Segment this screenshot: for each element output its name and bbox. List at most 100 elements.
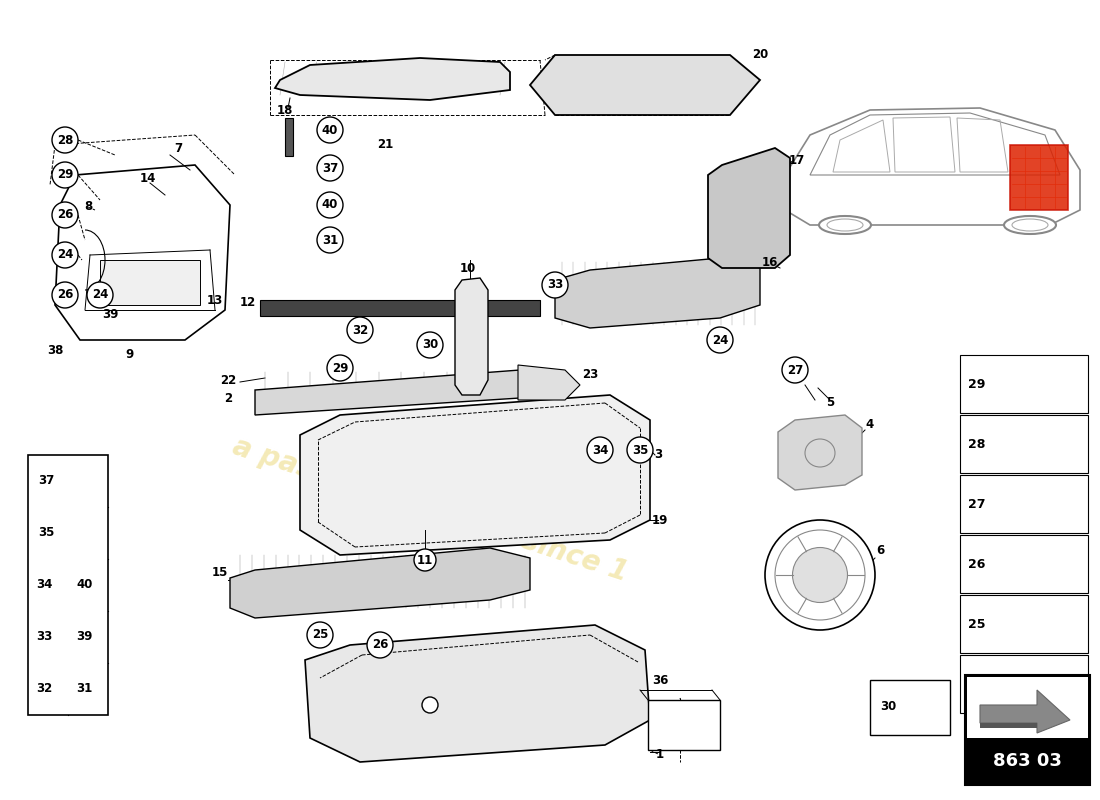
Text: 12: 12 <box>240 295 256 309</box>
Text: 36: 36 <box>652 674 668 686</box>
Circle shape <box>627 437 653 463</box>
Text: 27: 27 <box>968 498 986 510</box>
Circle shape <box>542 272 568 298</box>
Bar <box>960 475 1088 533</box>
Text: 4: 4 <box>866 418 874 431</box>
Text: 37: 37 <box>322 162 338 174</box>
Text: 34: 34 <box>36 578 53 591</box>
Text: 23: 23 <box>582 369 598 382</box>
Circle shape <box>317 155 343 181</box>
Circle shape <box>587 437 613 463</box>
Text: 1: 1 <box>656 749 664 762</box>
Text: 30: 30 <box>422 338 438 351</box>
Circle shape <box>317 227 343 253</box>
Bar <box>965 675 1090 785</box>
Polygon shape <box>778 415 862 490</box>
Bar <box>967 677 1088 738</box>
Circle shape <box>87 282 113 308</box>
Circle shape <box>52 202 78 228</box>
Text: 15: 15 <box>212 566 228 578</box>
Ellipse shape <box>792 547 847 602</box>
Bar <box>28 455 108 715</box>
Text: 20: 20 <box>752 49 768 62</box>
Bar <box>960 415 1088 473</box>
Text: 29: 29 <box>332 362 349 374</box>
Polygon shape <box>455 278 488 395</box>
Polygon shape <box>305 625 650 762</box>
Text: 29: 29 <box>57 169 74 182</box>
Text: 39: 39 <box>102 309 118 322</box>
Text: 14: 14 <box>140 171 156 185</box>
Ellipse shape <box>764 520 875 630</box>
Text: 37: 37 <box>39 474 54 487</box>
Text: 31: 31 <box>76 682 92 695</box>
Bar <box>100 260 200 305</box>
Text: 7: 7 <box>174 142 183 154</box>
Text: 25: 25 <box>311 629 328 642</box>
Bar <box>870 680 950 735</box>
Bar <box>260 300 540 316</box>
Text: 9: 9 <box>125 349 134 362</box>
Text: 8: 8 <box>84 201 92 214</box>
Text: 24: 24 <box>968 678 986 690</box>
Circle shape <box>346 317 373 343</box>
Polygon shape <box>980 723 1037 728</box>
FancyBboxPatch shape <box>1010 145 1068 210</box>
Polygon shape <box>980 690 1070 733</box>
Text: 35: 35 <box>631 443 648 457</box>
Polygon shape <box>300 395 650 555</box>
Text: 16: 16 <box>762 255 778 269</box>
Text: 25: 25 <box>968 618 986 630</box>
Text: 38: 38 <box>47 343 63 357</box>
Text: 3: 3 <box>653 449 662 462</box>
Text: 32: 32 <box>36 682 53 695</box>
Text: 31: 31 <box>322 234 338 246</box>
Text: 33: 33 <box>36 630 53 643</box>
Bar <box>960 595 1088 653</box>
Polygon shape <box>518 365 580 400</box>
Text: 35: 35 <box>39 526 54 539</box>
Polygon shape <box>556 258 760 328</box>
Bar <box>960 655 1088 713</box>
Text: 30: 30 <box>880 701 896 714</box>
Text: 26: 26 <box>57 289 74 302</box>
Ellipse shape <box>1004 216 1056 234</box>
Circle shape <box>317 192 343 218</box>
Circle shape <box>782 357 808 383</box>
Text: 21: 21 <box>377 138 393 151</box>
Text: 40: 40 <box>322 123 338 137</box>
Text: 28: 28 <box>968 438 986 450</box>
Text: 26: 26 <box>968 558 986 570</box>
Circle shape <box>417 332 443 358</box>
Polygon shape <box>708 148 790 268</box>
Text: 34: 34 <box>592 443 608 457</box>
Text: 18: 18 <box>277 103 294 117</box>
Text: 22: 22 <box>220 374 236 386</box>
Bar <box>285 118 293 156</box>
Ellipse shape <box>820 216 871 234</box>
Text: 26: 26 <box>57 209 74 222</box>
Bar <box>960 355 1088 413</box>
Text: 6: 6 <box>876 543 884 557</box>
Polygon shape <box>230 548 530 618</box>
Text: 11: 11 <box>417 554 433 566</box>
Circle shape <box>52 242 78 268</box>
Text: 13: 13 <box>207 294 223 306</box>
Text: 27: 27 <box>786 363 803 377</box>
Text: 17: 17 <box>789 154 805 166</box>
Text: 2: 2 <box>224 391 232 405</box>
Text: 863 03: 863 03 <box>993 752 1062 770</box>
Text: 40: 40 <box>322 198 338 211</box>
Text: 5: 5 <box>826 397 834 410</box>
Text: 28: 28 <box>57 134 74 146</box>
Text: 10: 10 <box>460 262 476 274</box>
Text: 24: 24 <box>57 249 74 262</box>
Circle shape <box>327 355 353 381</box>
Bar <box>648 700 720 750</box>
Bar <box>960 535 1088 593</box>
Text: 32: 32 <box>352 323 368 337</box>
Circle shape <box>707 327 733 353</box>
Text: 26: 26 <box>372 638 388 651</box>
Text: 40: 40 <box>76 578 92 591</box>
Polygon shape <box>255 370 560 415</box>
